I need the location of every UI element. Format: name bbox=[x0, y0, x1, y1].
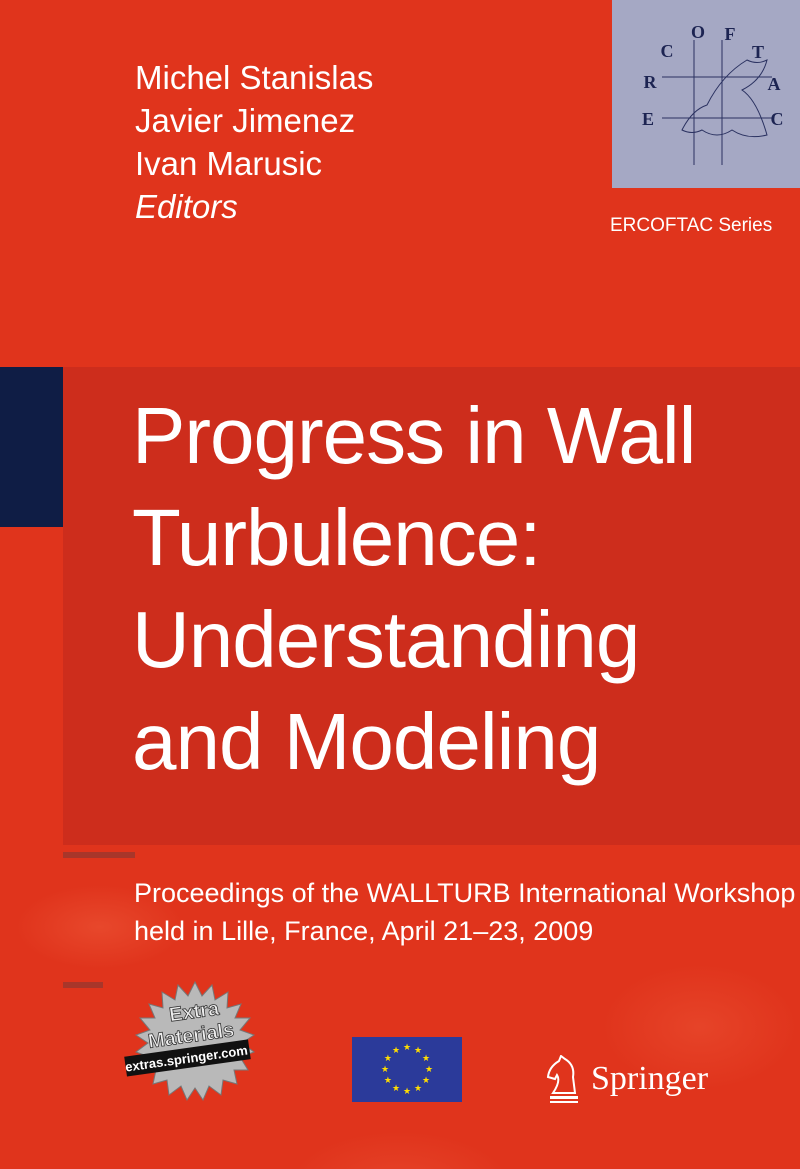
divider bbox=[63, 852, 135, 858]
subtitle-line: held in Lille, France, April 21–23, 2009 bbox=[134, 916, 594, 946]
eu-star-icon: ★ bbox=[403, 1086, 411, 1096]
eu-star-icon: ★ bbox=[403, 1042, 411, 1052]
svg-text:C: C bbox=[771, 109, 784, 129]
eu-star-icon: ★ bbox=[425, 1064, 433, 1074]
subtitle-line: Proceedings of the WALLTURB Internationa… bbox=[134, 878, 796, 908]
svg-text:O: O bbox=[691, 22, 705, 42]
europe-map-icon: ERC O FT AC bbox=[642, 22, 784, 165]
editor-name: Michel Stanislas bbox=[135, 59, 374, 96]
svg-text:E: E bbox=[642, 109, 654, 129]
svg-text:A: A bbox=[768, 74, 781, 94]
book-title: Progress in Wall Turbulence: Understandi… bbox=[132, 385, 696, 793]
book-subtitle: Proceedings of the WALLTURB Internationa… bbox=[134, 874, 795, 950]
springer-logo: Springer bbox=[545, 1055, 708, 1103]
starburst-icon: Extra Materials extras.springer.com bbox=[124, 980, 256, 1102]
svg-text:C: C bbox=[661, 41, 674, 61]
eu-star-icon: ★ bbox=[414, 1045, 422, 1055]
title-line: Understanding bbox=[132, 595, 640, 684]
svg-text:F: F bbox=[725, 24, 736, 44]
svg-text:R: R bbox=[644, 72, 658, 92]
title-line: and Modeling bbox=[132, 697, 601, 786]
editor-name: Javier Jimenez bbox=[135, 102, 356, 139]
editors-block: Michel Stanislas Javier Jimenez Ivan Mar… bbox=[135, 56, 373, 228]
eu-star-icon: ★ bbox=[392, 1083, 400, 1093]
title-band bbox=[63, 367, 800, 845]
eu-star-icon: ★ bbox=[384, 1075, 392, 1085]
eu-star-icon: ★ bbox=[392, 1045, 400, 1055]
eu-star-icon: ★ bbox=[422, 1053, 430, 1063]
eu-star-icon: ★ bbox=[384, 1053, 392, 1063]
title-line: Turbulence: bbox=[132, 493, 542, 582]
editor-name: Ivan Marusic bbox=[135, 145, 323, 182]
eu-star-icon: ★ bbox=[422, 1075, 430, 1085]
divider bbox=[63, 982, 103, 988]
series-label: ERCOFTAC Series bbox=[610, 215, 773, 236]
navy-accent-block bbox=[0, 367, 63, 527]
knight-chess-icon bbox=[546, 1055, 578, 1103]
publisher-name: Springer bbox=[591, 1060, 709, 1097]
eu-flag: ★ ★ ★ ★ ★ ★ ★ ★ ★ ★ ★ ★ bbox=[352, 1037, 462, 1102]
extra-materials-badge: Extra Materials extras.springer.com bbox=[120, 980, 270, 1105]
eu-star-icon: ★ bbox=[414, 1083, 422, 1093]
eu-star-icon: ★ bbox=[381, 1064, 389, 1074]
svg-text:T: T bbox=[752, 42, 764, 62]
eu-flag-icon: ★★★★★★★★★ ★ ★★ bbox=[381, 1042, 433, 1096]
title-line: Progress in Wall bbox=[132, 391, 696, 480]
editors-role: Editors bbox=[135, 188, 238, 225]
